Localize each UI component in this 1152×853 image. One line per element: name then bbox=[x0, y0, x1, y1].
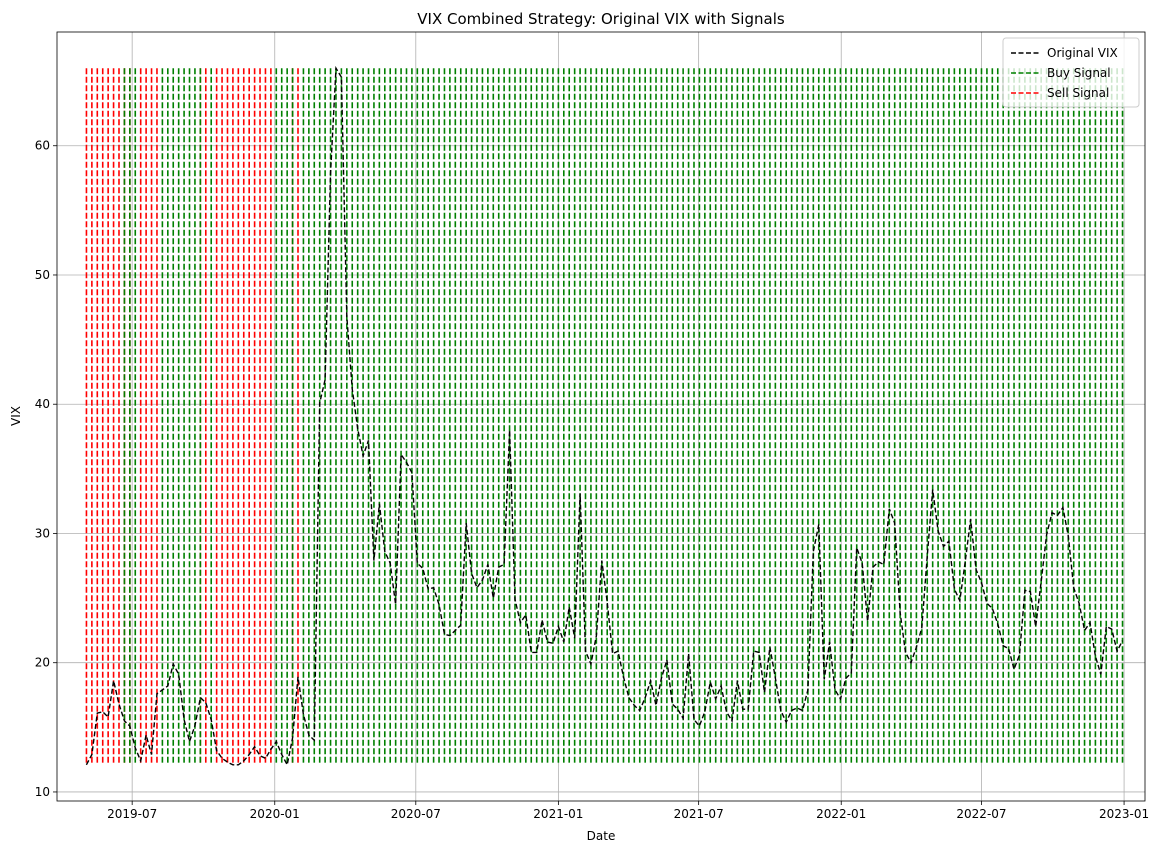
signal-lines bbox=[85, 68, 1124, 765]
y-tick-label: 50 bbox=[35, 268, 50, 282]
x-tick-label: 2020-01 bbox=[250, 807, 300, 821]
legend-label: Original VIX bbox=[1047, 46, 1118, 60]
x-tick-label: 2020-07 bbox=[391, 807, 441, 821]
legend-label: Sell Signal bbox=[1047, 86, 1109, 100]
x-tick-label: 2022-07 bbox=[956, 807, 1006, 821]
x-tick-label: 2022-01 bbox=[816, 807, 866, 821]
y-axis-label: VIX bbox=[9, 406, 23, 426]
legend-label: Buy Signal bbox=[1047, 66, 1111, 80]
y-tick-label: 20 bbox=[35, 656, 50, 670]
y-axis-ticks: 10 20 30 40 50 60 bbox=[35, 139, 57, 799]
y-tick-label: 10 bbox=[35, 785, 50, 799]
series-layer bbox=[85, 65, 1124, 767]
chart-title: VIX Combined Strategy: Original VIX with… bbox=[417, 10, 785, 28]
y-tick-label: 60 bbox=[35, 139, 50, 153]
x-tick-label: 2021-07 bbox=[674, 807, 724, 821]
vix-line bbox=[85, 65, 1124, 767]
plot-frame bbox=[56, 31, 1146, 802]
x-tick-label: 2023-01 bbox=[1099, 807, 1149, 821]
y-tick-label: 40 bbox=[35, 397, 50, 411]
x-tick-label: 2019-07 bbox=[107, 807, 157, 821]
y-tick-label: 30 bbox=[35, 526, 50, 540]
x-axis-label: Date bbox=[587, 829, 616, 843]
x-axis-ticks: 2019-07 2020-01 2020-07 2021-01 2021-07 2022-… bbox=[107, 801, 1149, 821]
legend: Original VIX Buy Signal Sell Signal bbox=[1002, 37, 1140, 108]
x-tick-label: 2021-01 bbox=[533, 807, 583, 821]
legend-box bbox=[1002, 37, 1140, 108]
